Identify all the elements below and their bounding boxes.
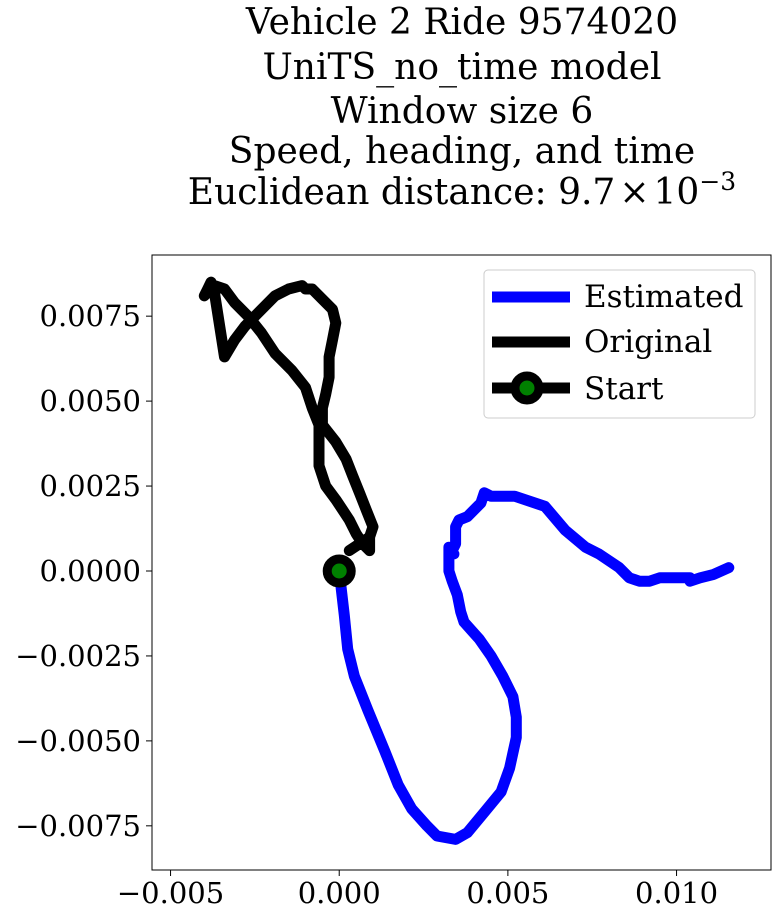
legend-label-start: Start	[584, 371, 664, 407]
x-tick-label: 0.010	[635, 876, 718, 910]
title-line-1: Vehicle 2 Ride 9574020	[245, 2, 678, 43]
chart-title: Vehicle 2 Ride 9574020 UniTS_no_time mod…	[188, 2, 736, 213]
legend-label-original: Original	[584, 324, 712, 360]
x-tick-label: 0.000	[298, 876, 381, 910]
plot-frame	[151, 254, 772, 871]
title-distance-text: Euclidean distance: 9.7	[188, 172, 616, 213]
legend-label-estimated: Estimated	[584, 279, 743, 315]
series-line-estimated	[333, 487, 735, 845]
axes: −0.005 0.000 0.005 0.010 0.0075 0.0050 0.0025 0…	[15, 254, 772, 910]
title-exponent: −3	[699, 167, 736, 196]
title-line-3: Window size 6	[331, 91, 594, 132]
title-line-4: Speed, heading, and time	[229, 131, 695, 172]
y-tick-label: 0.0050	[40, 384, 141, 418]
y-tick-label: 0.0075	[40, 299, 141, 333]
x-tick-label: −0.005	[117, 876, 224, 910]
x-tick-label: 0.005	[466, 876, 549, 910]
legend-swatch-start-marker	[510, 371, 544, 405]
title-line-2: UniTS_no_time model	[262, 47, 661, 88]
legend-box	[483, 269, 756, 419]
title-exponent-base: 10	[654, 172, 700, 213]
y-tick-label: 0.0000	[40, 554, 141, 588]
title-line-5: Euclidean distance: 9.7 × 10−3	[188, 167, 736, 213]
plot-data	[198, 276, 735, 845]
start-marker	[322, 554, 356, 588]
title-times-sign: ×	[619, 172, 649, 213]
y-tick-label: −0.0050	[15, 724, 141, 758]
y-tick-label: −0.0075	[15, 809, 141, 843]
legend: Estimated Original Start	[483, 269, 756, 419]
series-line-original	[198, 276, 379, 557]
y-tick-label: −0.0025	[15, 639, 141, 673]
y-tick-label: 0.0025	[40, 469, 141, 503]
